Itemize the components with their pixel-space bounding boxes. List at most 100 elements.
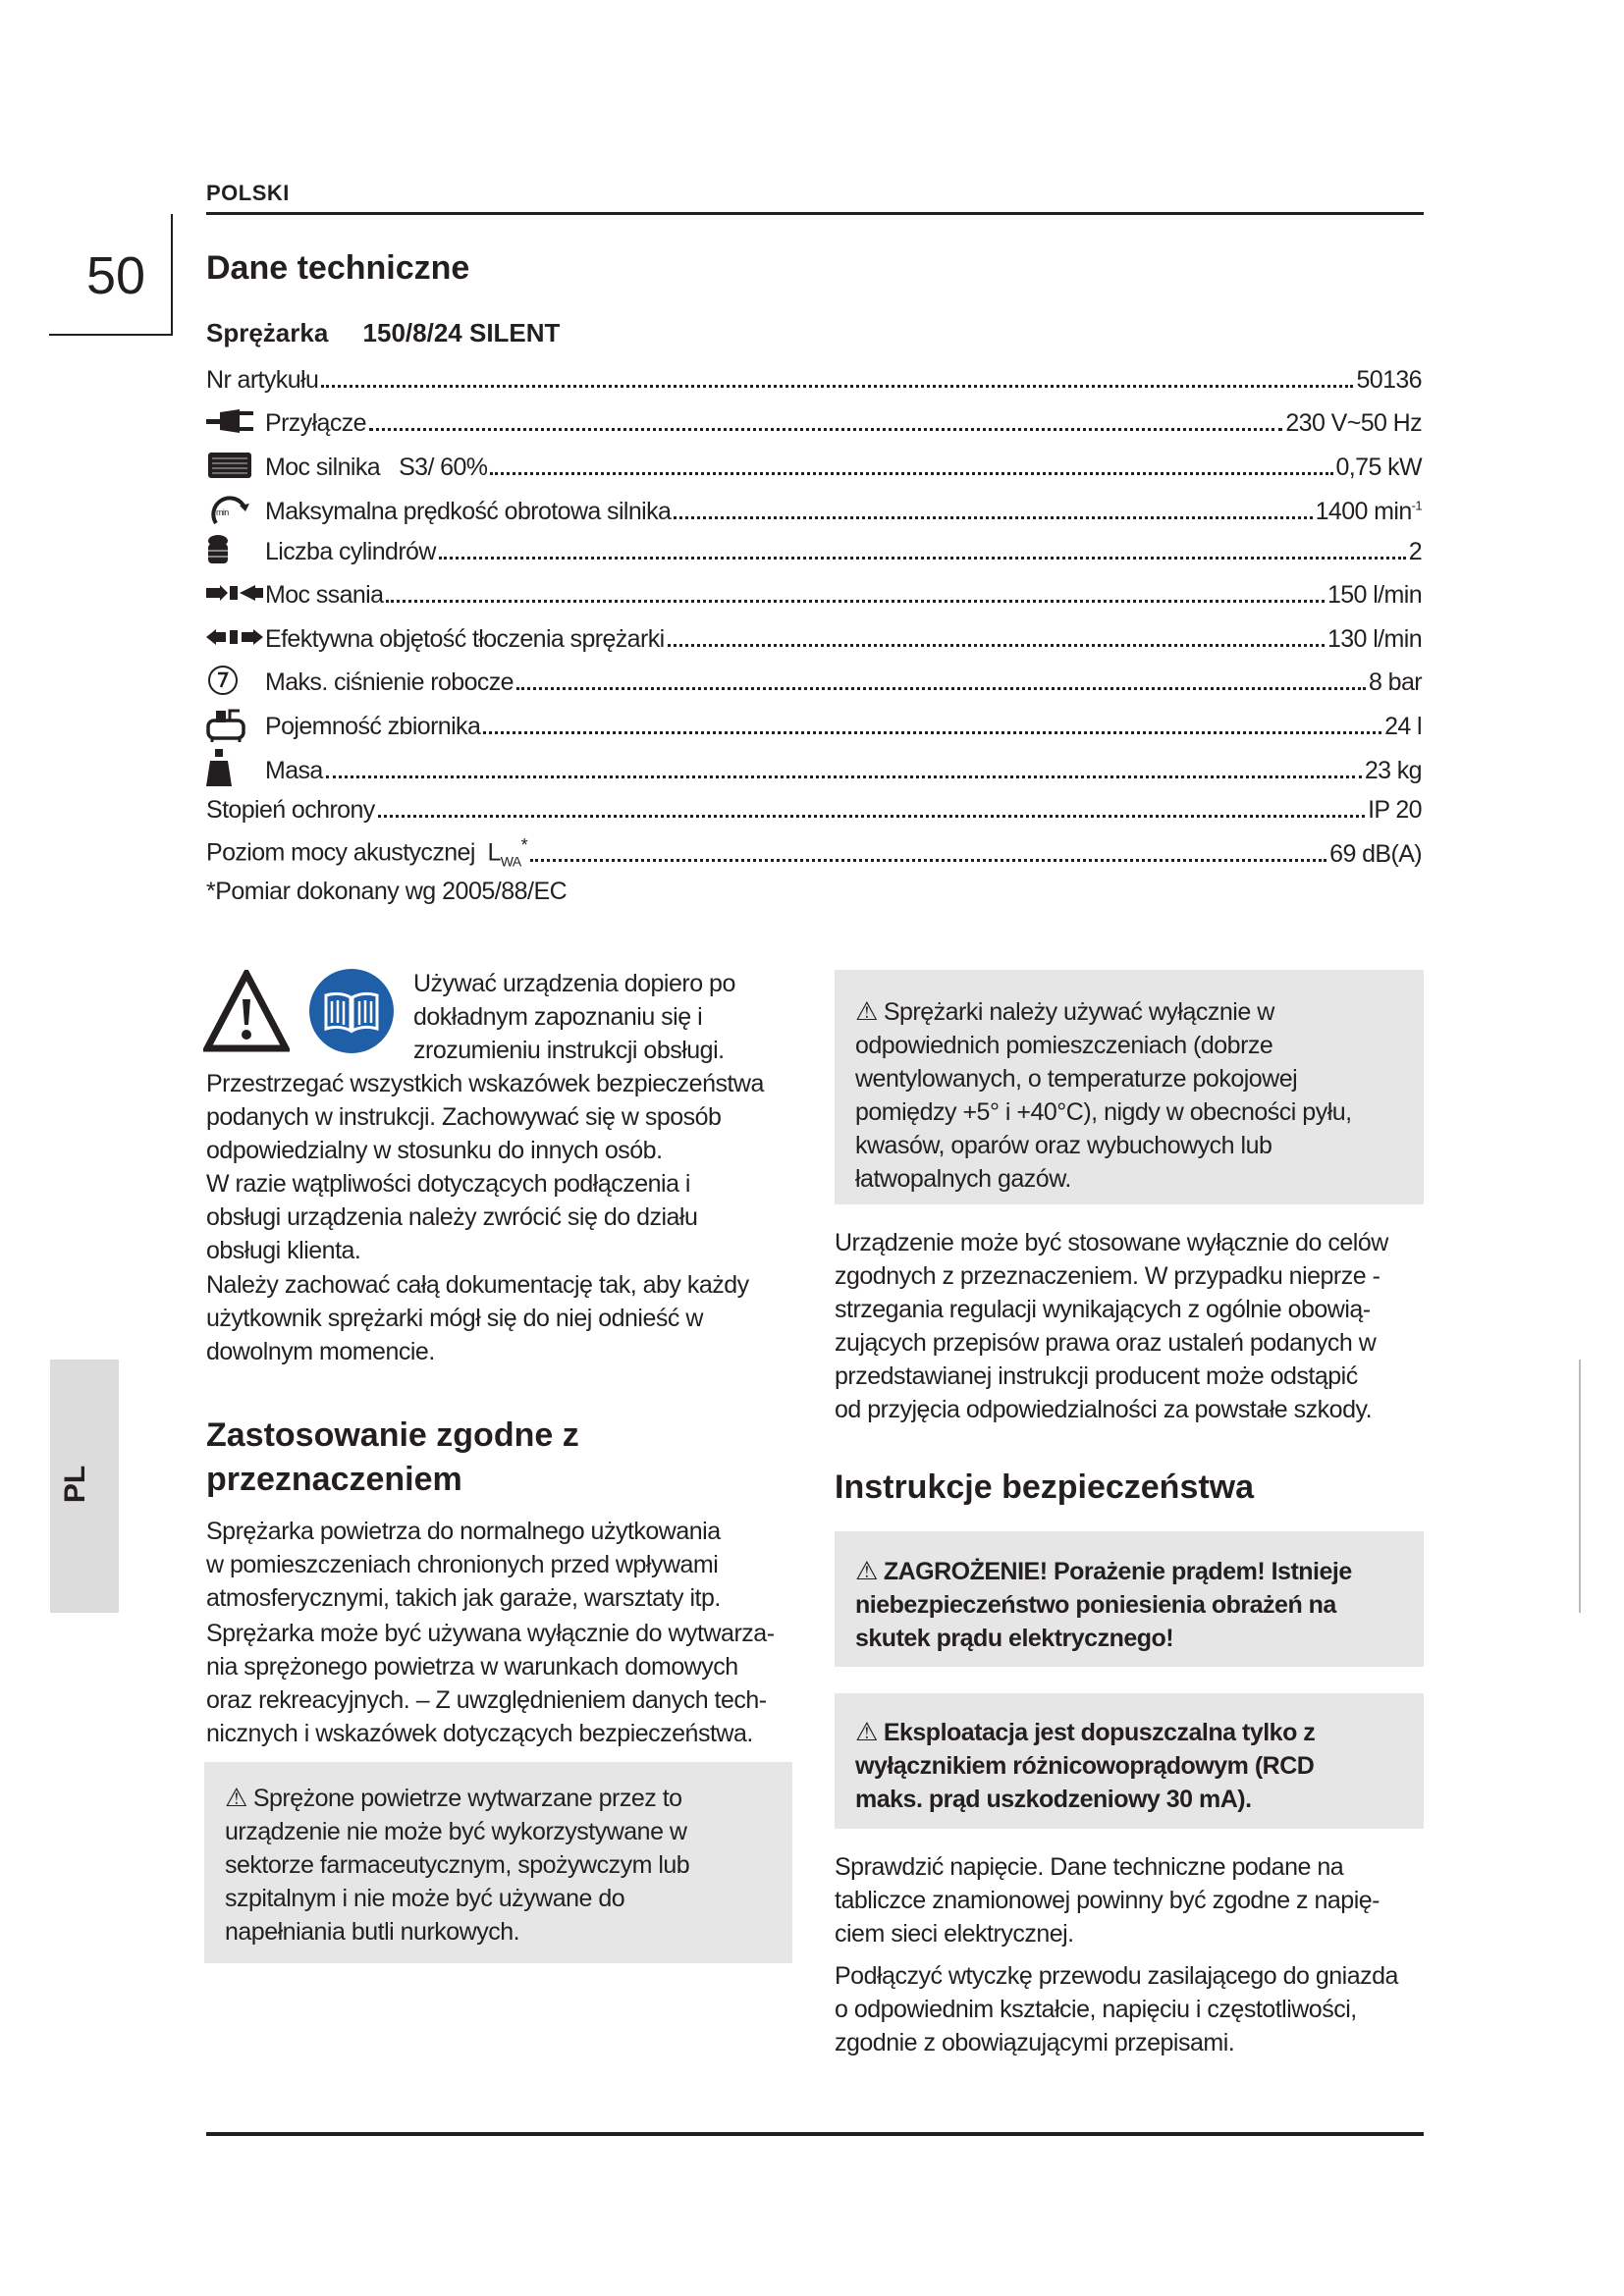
language-label: POLSKI xyxy=(206,181,290,205)
safety-heading: Instrukcje bezpieczeństwa xyxy=(835,1468,1255,1506)
text-line-content: niebezpieczeństwo poniesienia obrażeń na xyxy=(855,1591,1336,1619)
weight-icon xyxy=(206,749,265,786)
text-line: ⚠ Sprężarki należy używać wyłącznie w xyxy=(855,995,1352,1029)
spec-footnote: *Pomiar dokonany wg 2005/88/EC xyxy=(206,878,568,905)
tech-title: Dane techniczne xyxy=(206,249,470,287)
text-line-content: wyłącznikiem różnicowoprądowym (RCD xyxy=(855,1752,1315,1780)
text-line-content: Urządzenie może być stosowane wyłącznie … xyxy=(835,1229,1388,1256)
text-line-content: obsługi klienta. xyxy=(206,1237,361,1264)
spec-label-text: Moc ssania xyxy=(265,581,384,609)
spec-value-text: 0,75 kW xyxy=(1335,454,1423,481)
text-line-content: Podłączyć wtyczkę przewodu zasilającego … xyxy=(835,1962,1398,1990)
text-line: kwasów, oparów oraz wybuchowych lub xyxy=(855,1129,1352,1162)
warning-icon: ⚠ xyxy=(225,1784,247,1813)
spec-label-text: Pojemność zbiornika xyxy=(265,713,481,740)
warning-triangle-icon xyxy=(203,970,290,1052)
spec-label-text: Efektywna objętość tłoczenia sprężarki xyxy=(265,625,665,653)
spec-value: 50136 xyxy=(1356,366,1422,395)
text-line: Przestrzegać wszystkich wskazówek bezpie… xyxy=(206,1067,764,1100)
text-line-content: przedstawianej instrukcji producent może… xyxy=(835,1362,1358,1390)
text-line-content: Sprężarka może być używana wyłącznie do … xyxy=(206,1620,775,1647)
text-line: ciem sieci elektrycznej. xyxy=(835,1917,1380,1950)
text-line-content: W razie wątpliwości dotyczących podłącze… xyxy=(206,1170,691,1198)
spec-value-text: 1400 min xyxy=(1315,498,1413,525)
leader-dots xyxy=(321,385,1354,388)
spec-label: Moc silnika S3/ 60% xyxy=(265,454,488,482)
spec-label-text: Nr artykułu xyxy=(206,366,319,394)
text-line: dokładnym zapoznaniu się i xyxy=(413,1000,735,1034)
text-line-content: zrozumieniu instrukcji obsługi. xyxy=(413,1037,725,1064)
text-line-content: kwasów, oparów oraz wybuchowych lub xyxy=(855,1132,1272,1159)
spec-value-text: 50136 xyxy=(1356,366,1422,394)
text-line-content: w pomieszczeniach chronionych przed wpły… xyxy=(206,1551,719,1578)
text-line-content: podanych w instrukcji. Zachowywać się w … xyxy=(206,1103,722,1131)
text-line-content: tabliczce znamionowej powinny być zgodne… xyxy=(835,1887,1380,1914)
spec-row: min Maksymalna prędkość obrotowa silnika 1… xyxy=(206,487,1423,526)
spec-value: 69 dB(A) xyxy=(1329,840,1422,869)
spec-label: Masa xyxy=(265,757,323,785)
text-line-content: przeznaczeniem xyxy=(206,1461,462,1498)
leader-dots xyxy=(530,859,1327,862)
spec-label: Nr artykułu xyxy=(206,366,319,395)
right-paragraph-1: Urządzenie może być stosowane wyłącznie … xyxy=(835,1226,1388,1426)
spec-value: IP 20 xyxy=(1368,796,1423,825)
spec-label-text: Masa xyxy=(265,757,323,784)
text-line-content: odpowiednich pomieszczeniach (dobrze xyxy=(855,1032,1273,1059)
spec-value: 0,75 kW xyxy=(1336,454,1423,482)
spec-row: Moc ssania 150 l/min xyxy=(206,570,1423,610)
text-line: dowolnym momencie. xyxy=(206,1335,749,1368)
spec-row: Moc silnika S3/ 60% 0,75 kW xyxy=(206,443,1423,482)
leader-dots xyxy=(483,731,1382,734)
text-line: ⚠ ZAGROŻENIE! Porażenie prądem! Istnieje xyxy=(855,1555,1352,1588)
text-line: zujących przepisów prawa oraz ustaleń po… xyxy=(835,1326,1388,1360)
text-line-content: od przyjęcia odpowiedzialności za powsta… xyxy=(835,1396,1373,1423)
text-line: wentylowanych, o temperaturze pokojowej xyxy=(855,1062,1352,1095)
text-line-content: łatwopalnych gazów. xyxy=(855,1165,1071,1193)
spec-value: 230 V~50 Hz xyxy=(1285,409,1422,438)
text-line: pomiędzy +5° i +40°C), nigdy w obecności… xyxy=(855,1095,1352,1129)
spec-value: 130 l/min xyxy=(1327,625,1423,654)
text-line-content: pomiędzy +5° i +40°C), nigdy w obecności… xyxy=(855,1098,1352,1126)
language-side-tab-label: PL xyxy=(59,1465,92,1504)
leader-dots xyxy=(490,472,1333,475)
leader-dots xyxy=(377,815,1366,818)
left-paragraph-4: Sprężarka może być używana wyłącznie do … xyxy=(206,1617,775,1750)
text-line: maks. prąd uszkodzeniowy 30 mA). xyxy=(855,1783,1315,1816)
product-model: 150/8/24 SILENT xyxy=(362,318,561,347)
text-line-content: szpitalnym i nie może być używane do xyxy=(225,1885,625,1912)
text-line: urządzenie nie może być wykorzystywane w xyxy=(225,1815,689,1848)
text-line-content: Używać urządzenia dopiero po xyxy=(413,970,735,997)
spec-value-text: 69 dB(A) xyxy=(1329,840,1422,868)
spec-row: Liczba cylindrów 2 xyxy=(206,527,1423,566)
text-line-content: napełniania butli nurkowych. xyxy=(225,1918,520,1946)
text-line-content: Sprężarka powietrza do normalnego użytko… xyxy=(206,1518,721,1545)
spec-row: Efektywna objętość tłoczenia sprężarki 13… xyxy=(206,614,1423,654)
intended-use-heading: Zastosowanie zgodne z przeznaczeniem xyxy=(206,1414,579,1502)
spec-label: Moc ssania xyxy=(265,581,384,610)
spec-value-text: 23 kg xyxy=(1364,757,1423,784)
spec-value-text: 24 l xyxy=(1384,713,1423,740)
text-line-content: Należy zachować całą dokumentację tak, a… xyxy=(206,1271,749,1299)
leader-dots xyxy=(368,428,1283,431)
spec-label: Poziom mocy akustycznej LWA* xyxy=(206,835,528,869)
leader-dots xyxy=(438,557,1406,560)
spec-value-text: 8 bar xyxy=(1369,668,1423,696)
note-box-compressed-air xyxy=(204,1762,792,1963)
warning-icon: ⚠ xyxy=(855,1718,878,1747)
spec-row: Przyłącze 230 V~50 Hz xyxy=(206,399,1423,438)
leader-dots xyxy=(674,516,1313,519)
plug-icon xyxy=(206,404,265,438)
text-line: oraz rekreacyjnych. – Z uwzględnieniem d… xyxy=(206,1683,775,1717)
spec-label: Maks. ciśnienie robocze xyxy=(265,668,514,697)
text-line-content: Zastosowanie zgodne z xyxy=(206,1416,579,1454)
text-line-content: skutek prądu elektrycznego! xyxy=(855,1625,1174,1652)
spec-row: Poziom mocy akustycznej LWA* 69 dB(A) xyxy=(206,829,1423,869)
note-rooms: ⚠ Sprężarki należy używać wyłącznie w odpo… xyxy=(855,995,1352,1196)
spec-row: Maks. ciśnienie robocze 8 bar xyxy=(206,658,1423,697)
text-line-content: zgodnie z obowiązującymi przepisami. xyxy=(835,2029,1235,2056)
text-line: W razie wątpliwości dotyczących podłącze… xyxy=(206,1167,764,1201)
gauge-icon xyxy=(206,664,265,697)
spec-value: 24 l xyxy=(1384,713,1423,741)
intake-icon xyxy=(206,576,265,610)
text-line: szpitalnym i nie może być używane do xyxy=(225,1882,689,1915)
